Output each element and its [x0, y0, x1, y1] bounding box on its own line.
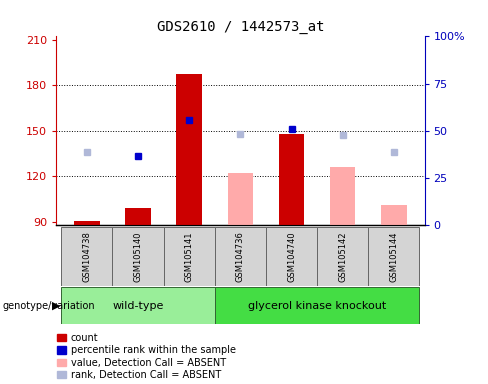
Text: glycerol kinase knockout: glycerol kinase knockout: [248, 301, 386, 311]
Bar: [381, 205, 407, 225]
Bar: [61, 287, 215, 324]
Text: GSM105141: GSM105141: [184, 231, 194, 281]
Text: wild-type: wild-type: [112, 301, 163, 311]
Text: GSM104738: GSM104738: [82, 231, 91, 282]
Text: GSM105140: GSM105140: [134, 231, 142, 281]
Text: ▶: ▶: [52, 301, 61, 311]
Text: genotype/variation: genotype/variation: [2, 301, 95, 311]
Bar: [215, 227, 266, 286]
Text: GSM105144: GSM105144: [389, 231, 398, 281]
Title: GDS2610 / 1442573_at: GDS2610 / 1442573_at: [157, 20, 324, 34]
Bar: [227, 173, 253, 225]
Text: GSM105142: GSM105142: [338, 231, 347, 281]
Legend: count, percentile rank within the sample, value, Detection Call = ABSENT, rank, : count, percentile rank within the sample…: [56, 332, 237, 381]
Bar: [112, 227, 163, 286]
Text: GSM104736: GSM104736: [236, 231, 245, 282]
Bar: [266, 227, 317, 286]
Bar: [74, 221, 100, 225]
Bar: [368, 227, 420, 286]
Text: GSM104740: GSM104740: [287, 231, 296, 281]
Bar: [317, 227, 368, 286]
Bar: [61, 227, 112, 286]
Bar: [125, 208, 151, 225]
Bar: [163, 227, 215, 286]
Bar: [330, 167, 355, 225]
Bar: [215, 287, 420, 324]
Bar: [176, 74, 202, 225]
Bar: [279, 134, 305, 225]
